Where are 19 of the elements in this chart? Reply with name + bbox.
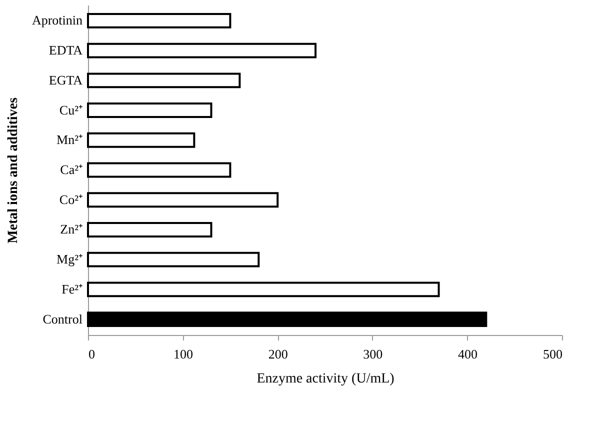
y-tick-label: EGTA	[48, 72, 84, 88]
y-tick-label: Control	[42, 311, 83, 326]
y-tick-label: Ca²⁺	[60, 162, 82, 177]
x-tick-label: 200	[268, 346, 288, 362]
x-tick-label: 100	[174, 346, 194, 362]
x-tick-label: 500	[543, 346, 562, 362]
y-tick-label: Mg²⁺	[56, 252, 82, 267]
x-tick-label: 300	[363, 346, 383, 362]
y-tick-label: Mn²⁺	[56, 132, 82, 148]
y-axis-title: Metal ions and additives	[6, 97, 21, 244]
y-tick-label: Co²⁺	[59, 192, 82, 207]
x-tick-label: 400	[458, 346, 478, 362]
x-axis-title: Enzyme activity (U/mL)	[256, 372, 395, 386]
x-tick-label: 0	[88, 346, 95, 362]
y-tick-label: Cu²⁺	[59, 102, 82, 118]
y-tick-label: Aprotinin	[32, 12, 83, 28]
y-tick-label: Fe²⁺	[62, 281, 82, 296]
y-tick-label: EDTA	[48, 42, 84, 58]
y-tick-label: Zn²⁺	[60, 222, 82, 237]
